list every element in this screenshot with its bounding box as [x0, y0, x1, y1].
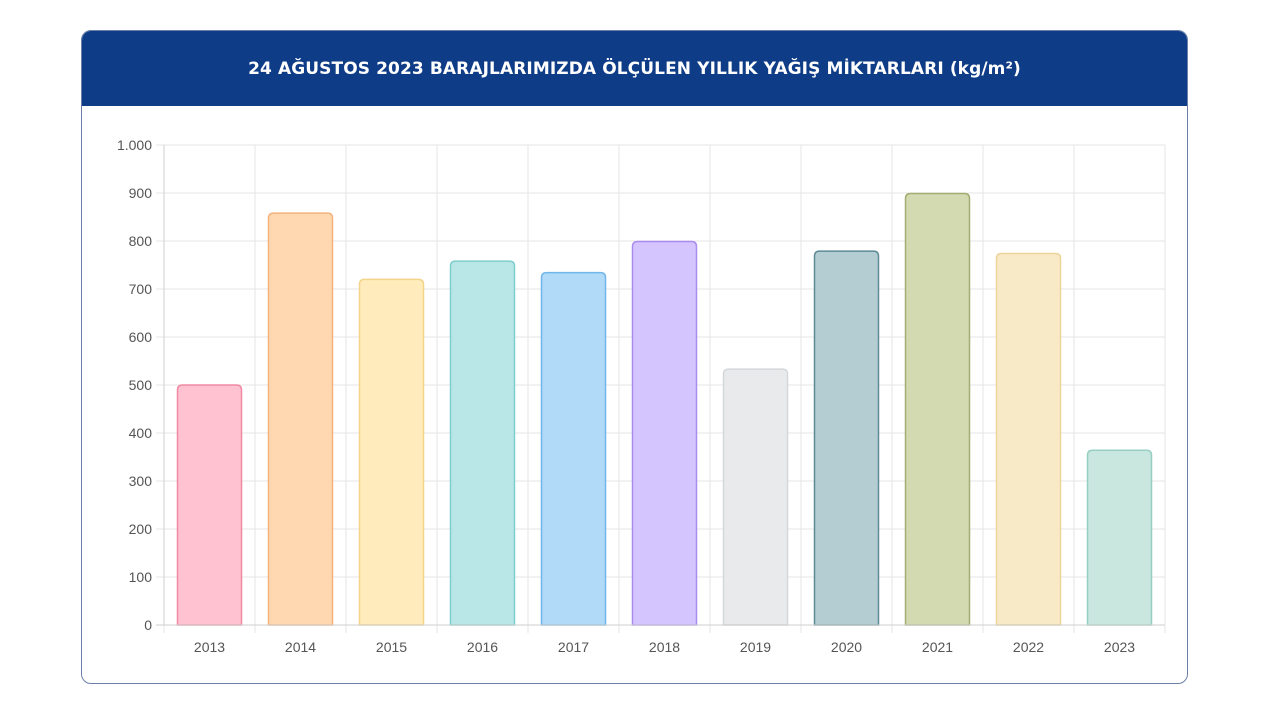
bar-2023[interactable] [1086, 449, 1153, 626]
x-tick-label-2020: 2020 [831, 639, 862, 655]
y-tick-label: 1.000 [117, 137, 152, 153]
y-tick-label: 100 [129, 569, 153, 585]
y-tick-label: 800 [129, 233, 153, 249]
x-tick-label-2019: 2019 [740, 639, 771, 655]
y-tick-label: 200 [129, 521, 153, 537]
chart-area: 0 100 200 300 400 500 600 700 800 900 1.000 2013 20… [82, 106, 1187, 683]
y-tick-label: 0 [144, 617, 152, 633]
y-tick-label: 500 [129, 377, 153, 393]
x-tick-labels: 2013 2014 2015 2016 2017 2018 2019 2020 2021 2022… [194, 639, 1135, 655]
x-tick-label-2014: 2014 [285, 639, 316, 655]
y-tick-label: 900 [129, 185, 153, 201]
chart-header: 24 AĞUSTOS 2023 BARAJLARIMIZDA ÖLÇÜLEN Y… [82, 31, 1187, 106]
y-tick-label: 700 [129, 281, 153, 297]
y-tick-label: 300 [129, 473, 153, 489]
x-tick-label-2018: 2018 [649, 639, 680, 655]
bar-2018[interactable] [631, 240, 698, 626]
bar-2020[interactable] [813, 250, 880, 626]
bar-2019[interactable] [722, 368, 789, 626]
axes [156, 145, 1165, 626]
y-tick-labels: 0 100 200 300 400 500 600 700 800 900 1.000 [117, 137, 152, 633]
bars [176, 192, 1153, 626]
bar-2014[interactable] [267, 212, 334, 626]
x-tick-label-2016: 2016 [467, 639, 498, 655]
x-tick-label-2015: 2015 [376, 639, 407, 655]
x-tick-label-2022: 2022 [1013, 639, 1044, 655]
y-tick-label: 400 [129, 425, 153, 441]
bar-2022[interactable] [995, 252, 1062, 626]
bar-2016[interactable] [449, 260, 516, 626]
bar-2013[interactable] [176, 384, 243, 626]
y-tick-label: 600 [129, 329, 153, 345]
x-tick-label-2023: 2023 [1104, 639, 1135, 655]
x-tick-label-2013: 2013 [194, 639, 225, 655]
bar-2017[interactable] [540, 271, 607, 626]
chart-title: 24 AĞUSTOS 2023 BARAJLARIMIZDA ÖLÇÜLEN Y… [248, 58, 1021, 79]
chart-card: 24 AĞUSTOS 2023 BARAJLARIMIZDA ÖLÇÜLEN Y… [81, 30, 1188, 684]
x-tick-label-2021: 2021 [922, 639, 953, 655]
bar-2015[interactable] [358, 278, 425, 626]
x-tick-label-2017: 2017 [558, 639, 589, 655]
bar-2021[interactable] [904, 192, 971, 626]
